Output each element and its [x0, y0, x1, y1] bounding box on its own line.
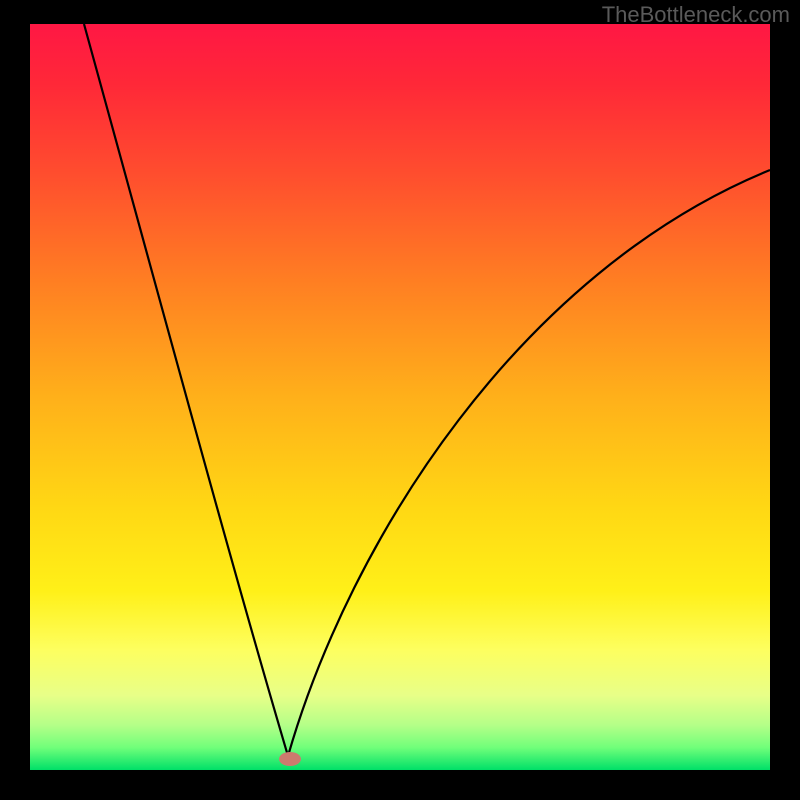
bottleneck-chart: TheBottleneck.com — [0, 0, 800, 800]
vertex-marker — [279, 752, 301, 766]
chart-svg — [0, 0, 800, 800]
watermark-label: TheBottleneck.com — [602, 2, 790, 28]
